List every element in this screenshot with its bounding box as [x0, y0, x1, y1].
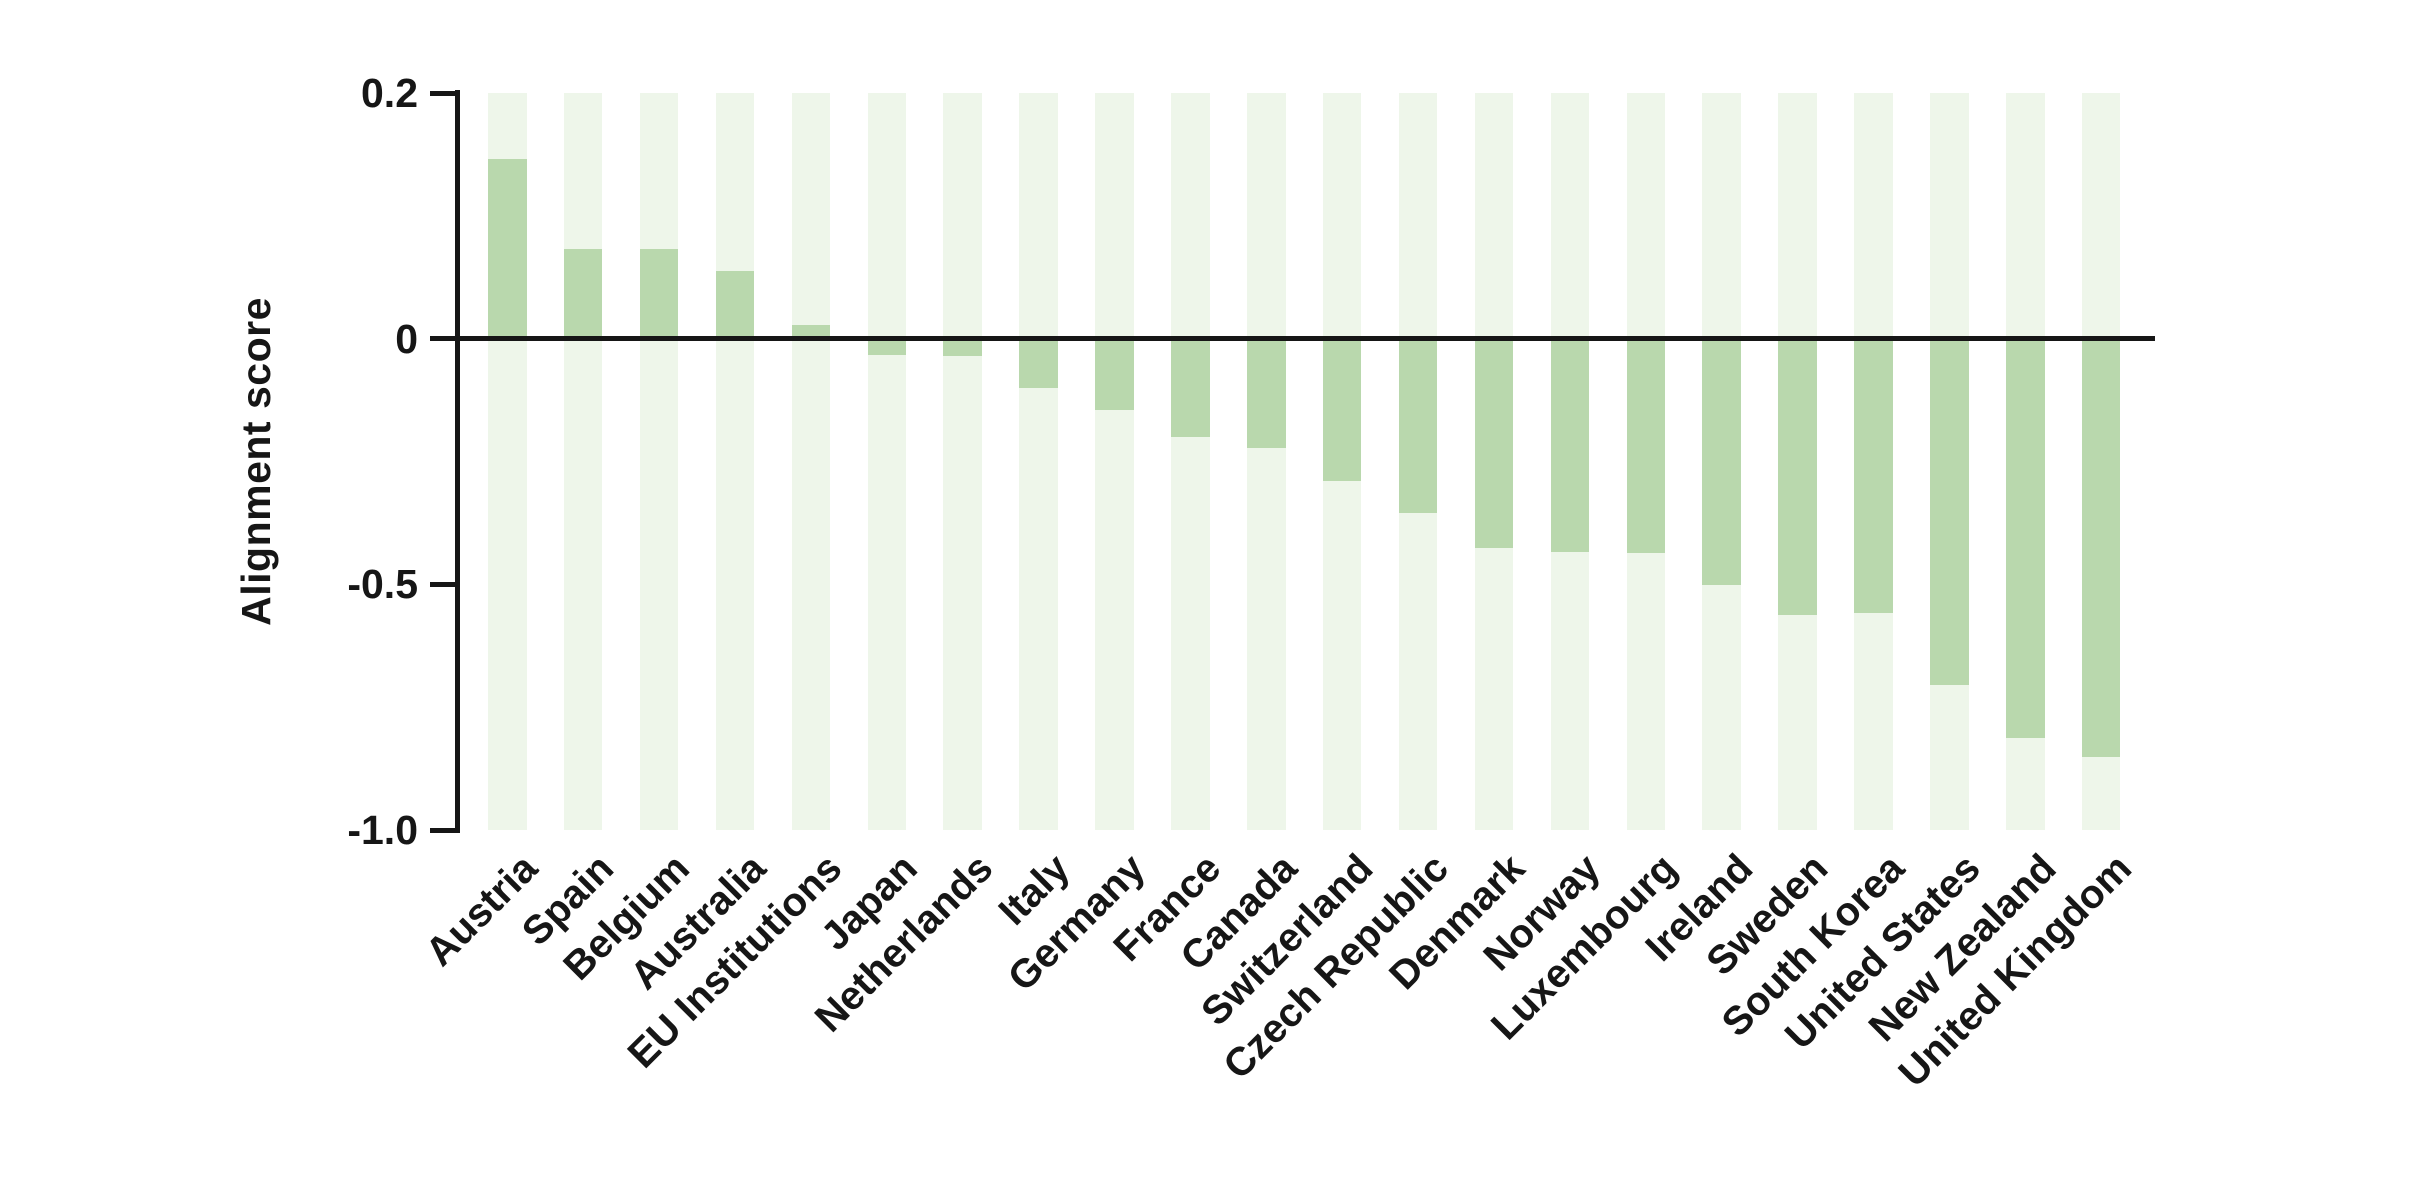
bar-background-japan [867, 93, 906, 830]
bar-italy [1019, 338, 1058, 388]
bar-belgium [639, 249, 679, 339]
bar-sweden [1778, 338, 1817, 616]
bar-background-spain [563, 93, 603, 830]
bar-denmark [1474, 338, 1514, 548]
y-tick-mark [430, 90, 456, 96]
bar-australia [715, 271, 755, 339]
bar-switzerland [1322, 338, 1362, 482]
bar-background-australia [715, 93, 755, 830]
y-tick-mark [430, 827, 456, 833]
y-tick-label: 0.2 [361, 70, 418, 116]
bar-background-germany [1095, 93, 1134, 830]
y-tick-label: -0.5 [347, 561, 418, 608]
bar-united-states [1930, 338, 1969, 686]
bar-background-italy [1019, 93, 1058, 830]
bar-netherlands [943, 338, 982, 357]
bar-norway [1550, 338, 1590, 552]
bar-spain [563, 249, 603, 339]
y-axis-line [455, 90, 460, 833]
bar-luxembourg [1626, 338, 1665, 553]
bar-united-kingdom [2081, 338, 2121, 758]
zero-baseline [460, 336, 2155, 341]
bar-czech-republic [1398, 338, 1438, 514]
y-tick-label: -1.0 [347, 807, 418, 853]
bar-ireland [1702, 338, 1741, 585]
y-axis-title: Alignment score [228, 93, 284, 830]
y-tick-mark [430, 581, 456, 587]
bar-germany [1095, 338, 1134, 411]
bar-japan [867, 338, 906, 356]
bar-new-zealand [2006, 338, 2045, 739]
bar-south-korea [1854, 338, 1893, 613]
bar-background-belgium [639, 93, 679, 830]
plot-area [460, 93, 2155, 830]
y-tick-mark [430, 336, 456, 342]
bar-canada [1247, 338, 1286, 449]
y-axis-title-text: Alignment score [232, 297, 279, 626]
bar-background-france [1171, 93, 1210, 830]
bar-background-eu-institutions [791, 93, 831, 830]
y-tick-label: 0 [395, 315, 418, 362]
bar-background-canada [1247, 93, 1286, 830]
bar-france [1171, 338, 1210, 437]
bar-eu-institutions [791, 325, 831, 339]
bar-background-netherlands [943, 93, 982, 830]
bar-austria [488, 159, 527, 339]
